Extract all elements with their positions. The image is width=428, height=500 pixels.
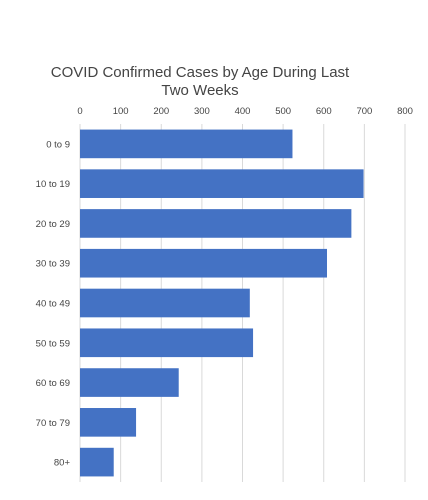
- category-label: 60 to 69: [36, 378, 70, 389]
- category-label: 20 to 29: [36, 219, 70, 230]
- category-label: 80+: [54, 458, 71, 469]
- x-tick-label: 100: [113, 106, 129, 117]
- category-label: 50 to 59: [36, 338, 70, 349]
- x-tick-label: 300: [194, 106, 210, 117]
- chart-title-line-2: Two Weeks: [161, 82, 238, 99]
- bar-50-to-59: [80, 328, 254, 358]
- bar-10-to-19: [80, 169, 364, 198]
- x-tick-label: 400: [235, 106, 251, 117]
- x-tick-label: 800: [397, 106, 413, 117]
- x-tick-label: 700: [356, 106, 372, 117]
- bar-80plus: [80, 447, 114, 477]
- chart-title: COVID Confirmed Cases by Age During Last…: [51, 64, 350, 99]
- category-label: 70 to 79: [36, 418, 70, 429]
- chart-title-line-1: COVID Confirmed Cases by Age During Last: [51, 64, 350, 81]
- x-axis-ticks: 0 100 200 300 400 500 600 700 800: [77, 106, 413, 117]
- category-label: 0 to 9: [46, 139, 70, 150]
- bars: [80, 129, 364, 477]
- bar-60-to-69: [80, 368, 179, 397]
- category-labels: 0 to 9 10 to 19 20 to 29 30 to 39 40 to 49 50…: [36, 139, 71, 468]
- x-tick-label: 500: [275, 106, 291, 117]
- bar-20-to-29: [80, 209, 352, 238]
- x-tick-label: 600: [316, 106, 332, 117]
- x-tick-label: 0: [77, 106, 82, 117]
- category-label: 30 to 39: [36, 259, 70, 270]
- bar-0-to-9: [80, 129, 293, 159]
- bar-40-to-49: [80, 288, 250, 318]
- bar-70-to-79: [80, 408, 137, 437]
- category-label: 10 to 19: [36, 179, 70, 190]
- x-tick-label: 200: [153, 106, 169, 117]
- category-label: 40 to 49: [36, 299, 70, 310]
- bar-30-to-39: [80, 248, 327, 278]
